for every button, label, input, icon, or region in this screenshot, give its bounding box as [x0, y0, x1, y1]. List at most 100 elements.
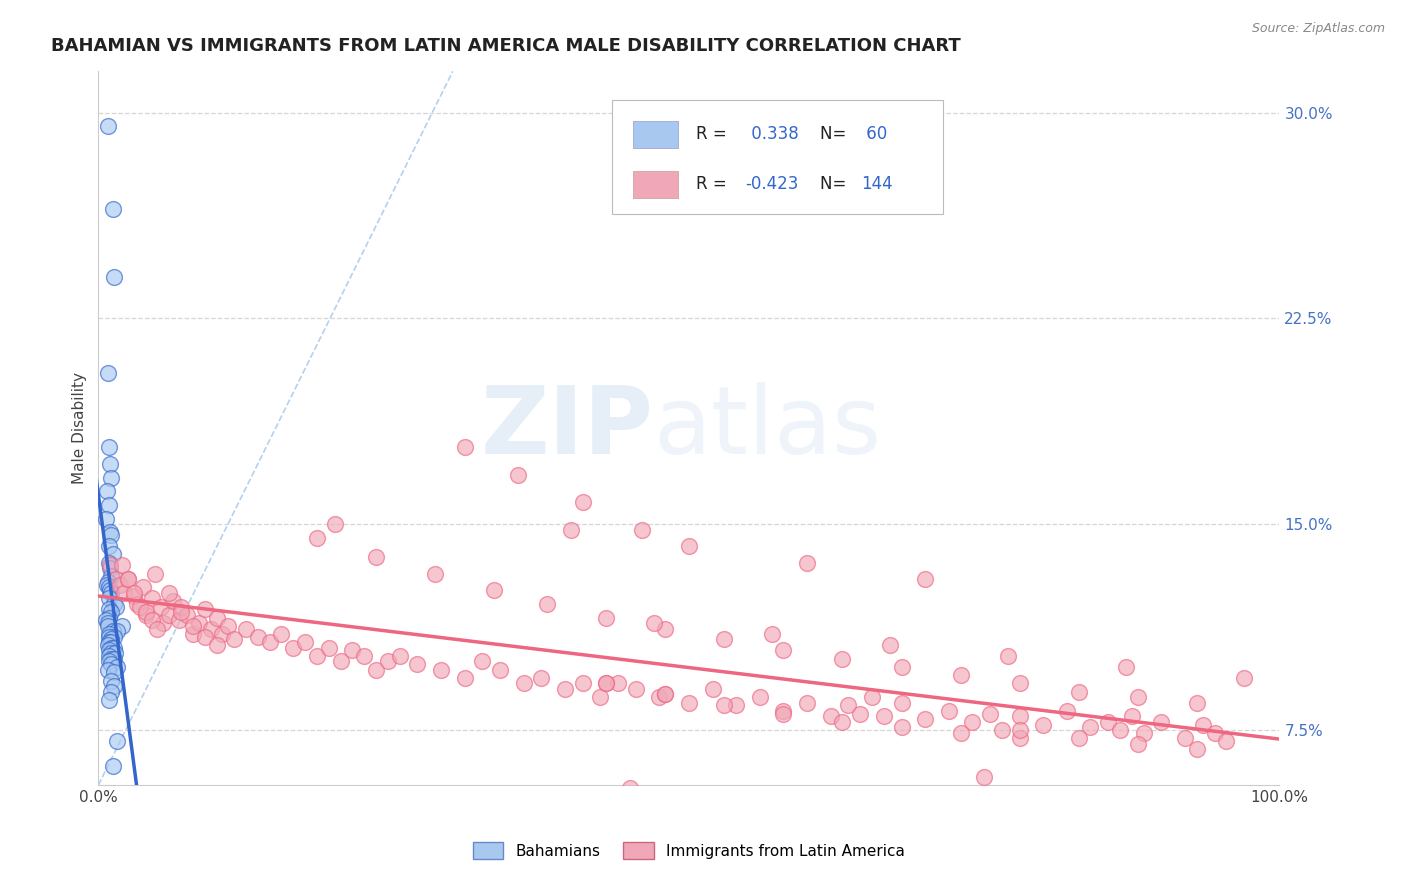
Point [96, 484, 118, 499]
Point [1067, 684, 1090, 698]
Point [364, 663, 387, 677]
Point [571, 676, 593, 690]
Point [831, 714, 853, 729]
Point [187, 615, 209, 630]
Point [100, 657, 122, 672]
Point [111, 619, 134, 633]
Point [713, 632, 735, 647]
Point [1174, 731, 1197, 746]
Point [1150, 714, 1173, 729]
Point [98, 558, 121, 573]
Point [1126, 737, 1149, 751]
Text: 144: 144 [862, 175, 893, 193]
Point [536, 597, 558, 611]
Point [98, 630, 121, 644]
Point [100, 640, 122, 655]
Point [122, 586, 145, 600]
Point [991, 723, 1014, 737]
Point [595, 610, 617, 624]
Point [377, 655, 399, 669]
Point [132, 580, 155, 594]
Point [224, 632, 246, 647]
Point [103, 665, 125, 680]
Point [194, 602, 217, 616]
Point [194, 630, 217, 644]
Point [103, 679, 125, 693]
Point [962, 714, 984, 729]
Point [104, 646, 127, 660]
FancyBboxPatch shape [612, 100, 943, 214]
Point [170, 605, 193, 619]
Point [1185, 696, 1208, 710]
Point [259, 635, 281, 649]
Point [98, 643, 121, 657]
Point [482, 583, 505, 598]
Point [571, 495, 593, 509]
Point [117, 572, 139, 586]
Point [512, 676, 534, 690]
Point [430, 663, 453, 677]
Point [589, 690, 612, 705]
Point [796, 696, 818, 710]
Point [1097, 714, 1119, 729]
Point [100, 470, 122, 484]
Point [146, 622, 169, 636]
FancyBboxPatch shape [634, 120, 678, 148]
Point [648, 690, 671, 705]
Point [1109, 723, 1132, 737]
Point [246, 630, 269, 644]
Point [101, 624, 124, 639]
Point [796, 556, 818, 570]
Point [100, 605, 122, 619]
Point [162, 594, 184, 608]
Point [772, 643, 794, 657]
Point [453, 671, 475, 685]
Point [117, 572, 139, 586]
Point [329, 655, 352, 669]
Point [1121, 709, 1143, 723]
Point [105, 599, 128, 614]
Point [873, 709, 896, 723]
Point [97, 663, 120, 677]
Point [141, 613, 163, 627]
Point [353, 648, 375, 663]
Point [97, 615, 120, 630]
Point [294, 635, 316, 649]
Point [1185, 742, 1208, 756]
Point [849, 706, 872, 721]
Point [100, 635, 122, 649]
Point [323, 517, 346, 532]
Point [150, 599, 173, 614]
Text: BAHAMIAN VS IMMIGRANTS FROM LATIN AMERICA MALE DISABILITY CORRELATION CHART: BAHAMIAN VS IMMIGRANTS FROM LATIN AMERIC… [51, 37, 960, 54]
Point [96, 577, 118, 591]
Legend: Bahamians, Immigrants from Latin America: Bahamians, Immigrants from Latin America [472, 842, 905, 859]
Point [595, 676, 617, 690]
Point [1191, 717, 1213, 731]
Point [111, 558, 134, 573]
Point [112, 586, 135, 600]
Point [100, 528, 122, 542]
Point [879, 638, 901, 652]
Point [1008, 731, 1031, 746]
Point [1126, 690, 1149, 705]
Text: R =: R = [696, 125, 733, 143]
Point [914, 572, 936, 586]
Point [619, 780, 641, 795]
Point [170, 599, 193, 614]
Point [1008, 676, 1031, 690]
Point [471, 655, 494, 669]
Point [772, 704, 794, 718]
Point [890, 696, 912, 710]
Point [713, 698, 735, 713]
Point [235, 622, 257, 636]
Point [98, 648, 121, 663]
Point [98, 580, 121, 594]
FancyBboxPatch shape [634, 170, 678, 198]
Text: N=: N= [820, 125, 852, 143]
Point [949, 726, 972, 740]
Point [624, 681, 647, 696]
Point [141, 591, 163, 606]
Point [949, 668, 972, 682]
Point [101, 548, 124, 562]
Point [678, 696, 700, 710]
